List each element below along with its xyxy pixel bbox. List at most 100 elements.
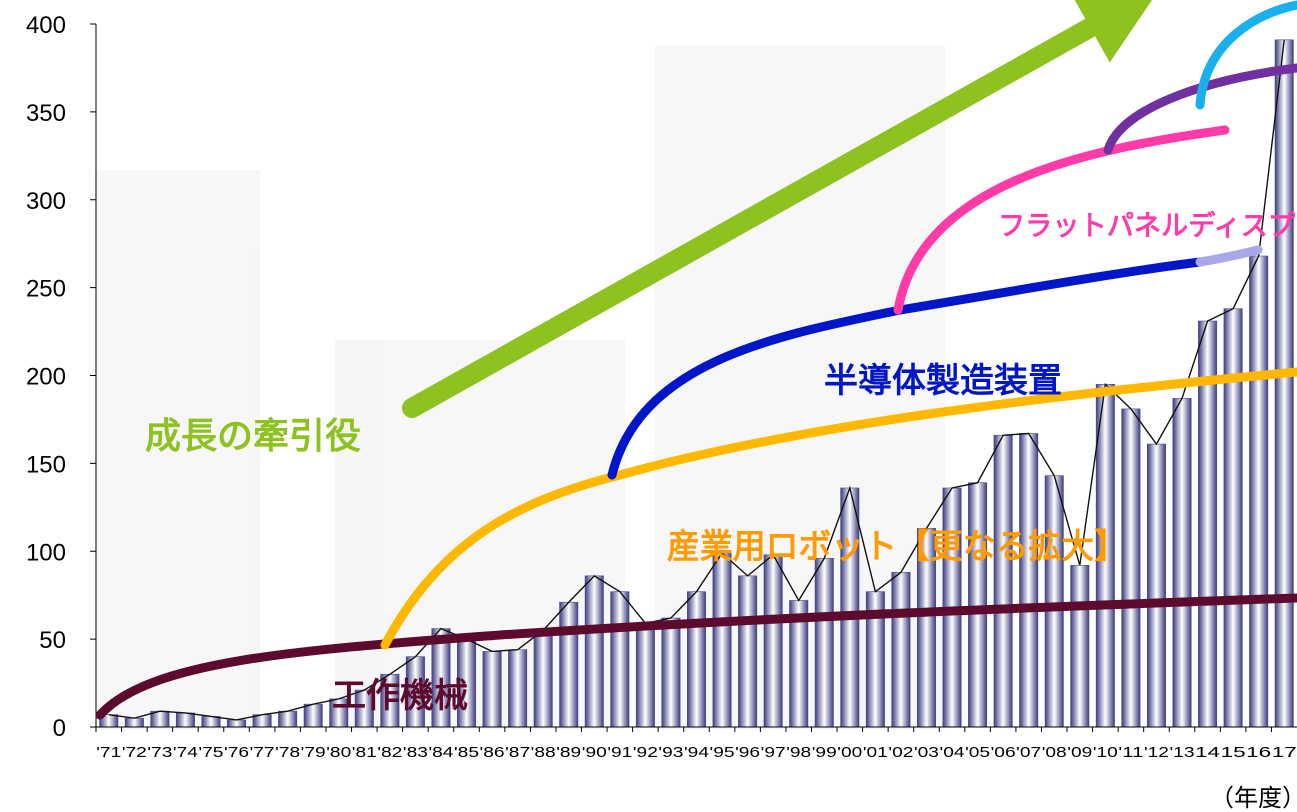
y-axis: 0 50 100 150 200 250 300 350 400 (26, 12, 97, 742)
x-tick-label: 17 (1272, 744, 1297, 761)
x-tick-label: '06 (991, 744, 1016, 761)
trend-curves (95, 0, 1297, 720)
bar (1070, 565, 1090, 728)
bar (508, 649, 528, 728)
growth-arrow (402, 0, 1160, 418)
x-tick-label: '72 (122, 744, 147, 761)
semiconductor-extension-curve (1195, 245, 1263, 267)
x-tick-label: '81 (352, 744, 377, 761)
x-tick-label: '00 (837, 744, 862, 761)
bar (1044, 475, 1064, 728)
bar (1121, 408, 1141, 728)
cyan-curve (1195, 0, 1297, 110)
x-tick-label: '98 (786, 744, 811, 761)
bar (763, 554, 783, 728)
bar (738, 575, 758, 728)
bar (124, 717, 144, 728)
x-tick-label: '76 (224, 744, 249, 761)
x-tick-label: '93 (658, 744, 683, 761)
x-tick-label: '88 (531, 744, 556, 761)
y-tick-label: 150 (26, 451, 66, 478)
annotation-robots: 産業用ロボット【更なる拡大】 (667, 527, 1127, 567)
bar (1019, 433, 1039, 728)
x-tick-label: '77 (250, 744, 275, 761)
x-tick-label: '87 (505, 744, 530, 761)
bar (1249, 255, 1269, 728)
bar (584, 575, 604, 728)
x-tick-label: '07 (1016, 744, 1041, 761)
x-tick-label: '10 (1093, 744, 1118, 761)
x-tick-label: '08 (1042, 744, 1067, 761)
x-tick-label: '92 (633, 744, 658, 761)
y-tick-label: 100 (26, 539, 66, 566)
x-tick-label: '79 (301, 744, 326, 761)
x-tick-label: '85 (454, 744, 479, 761)
y-tick-label: 250 (26, 276, 66, 303)
y-tick-label: 350 (26, 100, 66, 127)
x-tick-label: '94 (684, 744, 709, 761)
x-tick-label: '82 (377, 744, 402, 761)
annotation-flat-panel: フラットパネルディスプ (998, 209, 1296, 242)
bar (687, 591, 706, 728)
y-tick-label: 200 (26, 364, 66, 391)
bar (278, 710, 298, 728)
bar (712, 552, 732, 728)
x-tick-label: '91 (607, 744, 632, 761)
bar (533, 630, 553, 728)
x-tick-label: '99 (812, 744, 837, 761)
bar (1274, 39, 1294, 728)
x-tick-label: '02 (888, 744, 913, 761)
bar (993, 434, 1013, 728)
bar (635, 623, 655, 728)
bar (1223, 308, 1243, 728)
x-tick-label: '78 (275, 744, 300, 761)
x-tick-label: '95 (710, 744, 735, 761)
x-tick-label: '03 (914, 744, 939, 761)
machine-tools-curve (95, 593, 1297, 720)
bar (968, 482, 988, 728)
y-tick-label: 300 (26, 188, 66, 215)
x-tick-label: '80 (326, 744, 351, 761)
x-tick-label: '90 (582, 744, 607, 761)
x-tick-label: 15 (1221, 744, 1246, 761)
x-tick-label: '75 (198, 744, 223, 761)
y-tick-label: 0 (53, 715, 66, 742)
x-tick-label: '97 (761, 744, 786, 761)
x-tick-label: '89 (556, 744, 581, 761)
annotation-semiconductor: 半導体製造装置 (824, 361, 1062, 401)
x-tick-label: '01 (863, 744, 888, 761)
bar (814, 557, 834, 728)
purple-curve (1103, 63, 1297, 155)
bar (559, 601, 579, 728)
bar (840, 487, 860, 728)
x-tick-label: '96 (735, 744, 760, 761)
x-tick-label: '84 (428, 744, 453, 761)
bar (610, 591, 630, 728)
x-tick-label: '73 (147, 744, 172, 761)
x-tick-label: '11 (1118, 744, 1143, 761)
annotation-growth: 成長の牽引役 (145, 416, 361, 457)
x-tick-label: '04 (940, 744, 965, 761)
x-tick-label: '74 (173, 744, 198, 761)
x-tick-label: '71 (96, 744, 121, 761)
bar (1172, 398, 1192, 728)
x-tick-label: '05 (965, 744, 990, 761)
x-tick-label: '09 (1067, 744, 1092, 761)
x-tick-label: 14 (1195, 744, 1220, 761)
x-tick-label: 16 (1246, 744, 1271, 761)
flat-panel-curve (893, 125, 1230, 315)
bar (661, 617, 681, 728)
x-tick-label: '86 (480, 744, 505, 761)
bar (175, 712, 195, 728)
x-tick-label: '83 (403, 744, 428, 761)
bar-outline-line (108, 39, 1285, 721)
bar (303, 703, 323, 728)
annotation-machine-tools: 工作機械 (332, 676, 468, 716)
bar (1146, 443, 1166, 728)
y-tick-label: 400 (26, 12, 66, 39)
x-tick-label: '12 (1144, 744, 1169, 761)
x-axis: '71'72'73'74'75'76'77'78'79'80'81'82'83 '… (95, 726, 1297, 761)
y-tick-label: 50 (39, 627, 66, 654)
industrial-robots-curve (380, 367, 1297, 650)
